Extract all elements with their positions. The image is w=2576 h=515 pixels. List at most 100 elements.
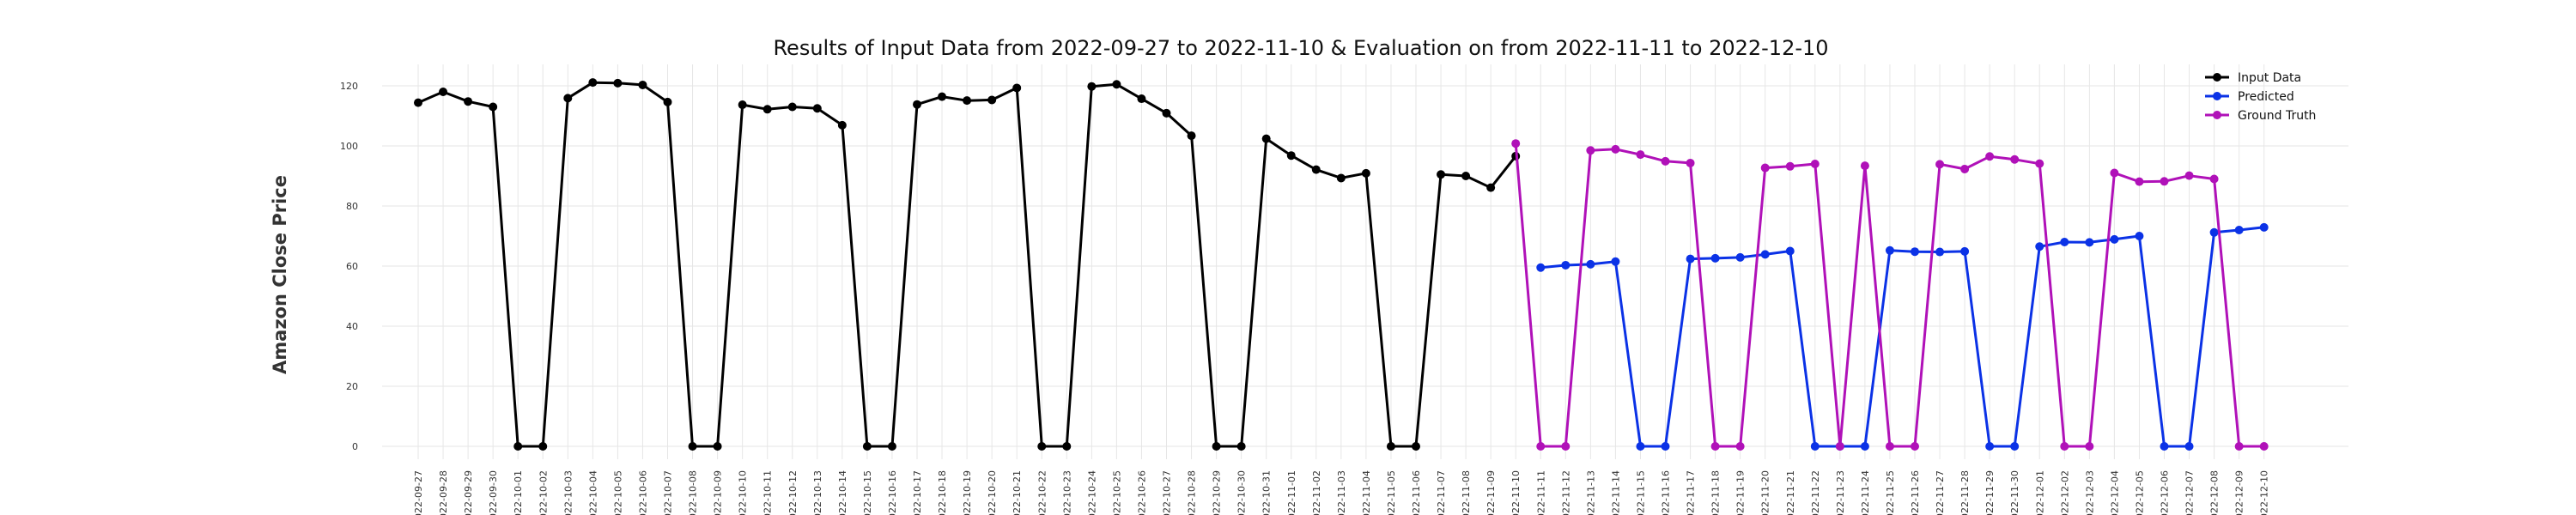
x-tick-label: 2022-12-03 <box>2084 470 2095 515</box>
data-point <box>1960 246 1970 256</box>
x-tick-label: 2022-11-03 <box>1336 470 1347 515</box>
data-point <box>1437 170 1446 179</box>
data-point <box>1586 259 1595 269</box>
x-tick-label: 2022-10-26 <box>1136 470 1147 515</box>
data-point <box>1835 442 1844 451</box>
data-point <box>414 98 422 107</box>
data-point <box>2085 238 2094 247</box>
data-point <box>713 442 722 451</box>
data-point <box>2060 442 2069 451</box>
legend-entry-label: Predicted <box>2238 90 2294 104</box>
data-point <box>1037 442 1047 451</box>
data-point <box>862 442 872 451</box>
chart-title: Results of Input Data from 2022-09-27 to… <box>773 36 1828 60</box>
data-point <box>913 100 921 109</box>
data-point <box>1012 83 1022 93</box>
data-point <box>938 92 947 101</box>
data-point <box>887 442 896 451</box>
data-point <box>1486 183 1496 192</box>
data-point <box>1236 442 1246 451</box>
x-tick-label: 2022-10-11 <box>762 470 774 515</box>
x-tick-label: 2022-10-16 <box>887 470 898 515</box>
x-tick-label: 2022-10-08 <box>688 470 699 515</box>
data-point <box>2160 442 2169 451</box>
data-point <box>1261 134 1271 143</box>
grid <box>382 64 2348 459</box>
data-point <box>1212 442 1221 451</box>
x-tick-label: 2022-11-05 <box>1386 470 1397 515</box>
data-point <box>1586 146 1595 155</box>
x-tick-label: 2022-11-11 <box>1535 470 1546 515</box>
x-tick-label: 2022-09-27 <box>413 470 424 515</box>
data-point <box>2035 159 2044 168</box>
data-point <box>2184 171 2194 180</box>
data-point <box>1461 172 1471 180</box>
data-point <box>1735 442 1745 451</box>
x-tick-label: 2022-12-05 <box>2134 470 2145 515</box>
data-point <box>1911 442 1919 451</box>
x-tick-label: 2022-10-30 <box>1236 470 1248 515</box>
x-tick-label: 2022-10-24 <box>1086 470 1097 515</box>
x-tick-label: 2022-11-28 <box>1959 470 1971 515</box>
x-tick-label: 2022-12-07 <box>2184 470 2196 515</box>
data-point <box>1760 163 1770 173</box>
x-tick-label: 2022-11-20 <box>1760 470 1771 515</box>
data-point <box>1561 260 1571 270</box>
x-tick-label: 2022-10-09 <box>713 470 724 515</box>
x-tick-label: 2022-11-09 <box>1485 470 1497 515</box>
data-point <box>613 78 623 88</box>
data-point <box>1785 246 1795 256</box>
x-tick-label: 2022-10-02 <box>538 470 549 515</box>
x-tick-label: 2022-10-22 <box>1036 470 1048 515</box>
data-point <box>2234 442 2244 451</box>
x-tick-label: 2022-11-13 <box>1585 470 1596 515</box>
x-tick-label: 2022-11-04 <box>1361 470 1372 515</box>
data-point <box>1985 442 1995 451</box>
data-point <box>812 104 822 113</box>
x-tick-label: 2022-10-01 <box>513 470 524 515</box>
data-point <box>538 442 548 451</box>
data-point <box>2160 177 2169 186</box>
data-point <box>762 105 772 114</box>
x-tick-label: 2022-10-21 <box>1012 470 1023 515</box>
data-point <box>489 102 498 112</box>
legend: Input Data Predicted Ground Truth <box>2205 71 2316 123</box>
data-point <box>1960 164 1970 173</box>
y-tick-label: 0 <box>352 441 358 452</box>
x-tick-label: 2022-10-14 <box>837 470 848 515</box>
x-tick-label: 2022-11-19 <box>1735 470 1747 515</box>
data-point <box>663 97 672 106</box>
x-tick-label: 2022-12-06 <box>2160 470 2171 515</box>
data-point <box>837 120 847 130</box>
data-point <box>1885 442 1894 451</box>
x-tick-label: 2022-11-01 <box>1286 470 1297 515</box>
y-tick-label: 120 <box>340 81 358 92</box>
data-point <box>1860 161 1869 171</box>
x-tick-label: 2022-11-15 <box>1635 470 1646 515</box>
legend-entry-label: Ground Truth <box>2238 109 2316 123</box>
data-point <box>1187 131 1196 141</box>
x-tick-label: 2022-11-23 <box>1835 470 1846 515</box>
legend-swatch-marker <box>2213 111 2221 119</box>
x-tick-label: 2022-10-20 <box>987 470 998 515</box>
x-tick-label: 2022-11-29 <box>1984 470 1996 515</box>
data-point <box>1286 151 1296 161</box>
x-tick-label: 2022-12-04 <box>2109 470 2120 515</box>
x-tick-label: 2022-11-25 <box>1885 470 1896 515</box>
data-point <box>1686 158 1695 167</box>
x-tick-label: 2022-10-15 <box>862 470 873 515</box>
data-point <box>2085 442 2094 451</box>
data-point <box>1611 257 1620 266</box>
data-point <box>2135 177 2144 186</box>
x-tick-label: 2022-12-01 <box>2034 470 2045 515</box>
x-tick-label: 2022-11-08 <box>1461 470 1472 515</box>
x-axis-ticks: 2022-09-27 2022-09-28 2022-09-29 2022-09-30… <box>413 470 2270 515</box>
y-tick-label: 60 <box>346 261 358 272</box>
x-tick-label: 2022-11-17 <box>1686 470 1697 515</box>
x-tick-label: 2022-10-31 <box>1261 470 1273 515</box>
data-point <box>2110 234 2119 244</box>
legend-swatch-marker <box>2213 92 2221 100</box>
data-point <box>1935 160 1945 169</box>
data-point <box>1860 442 1869 451</box>
x-tick-label: 2022-10-12 <box>787 470 799 515</box>
